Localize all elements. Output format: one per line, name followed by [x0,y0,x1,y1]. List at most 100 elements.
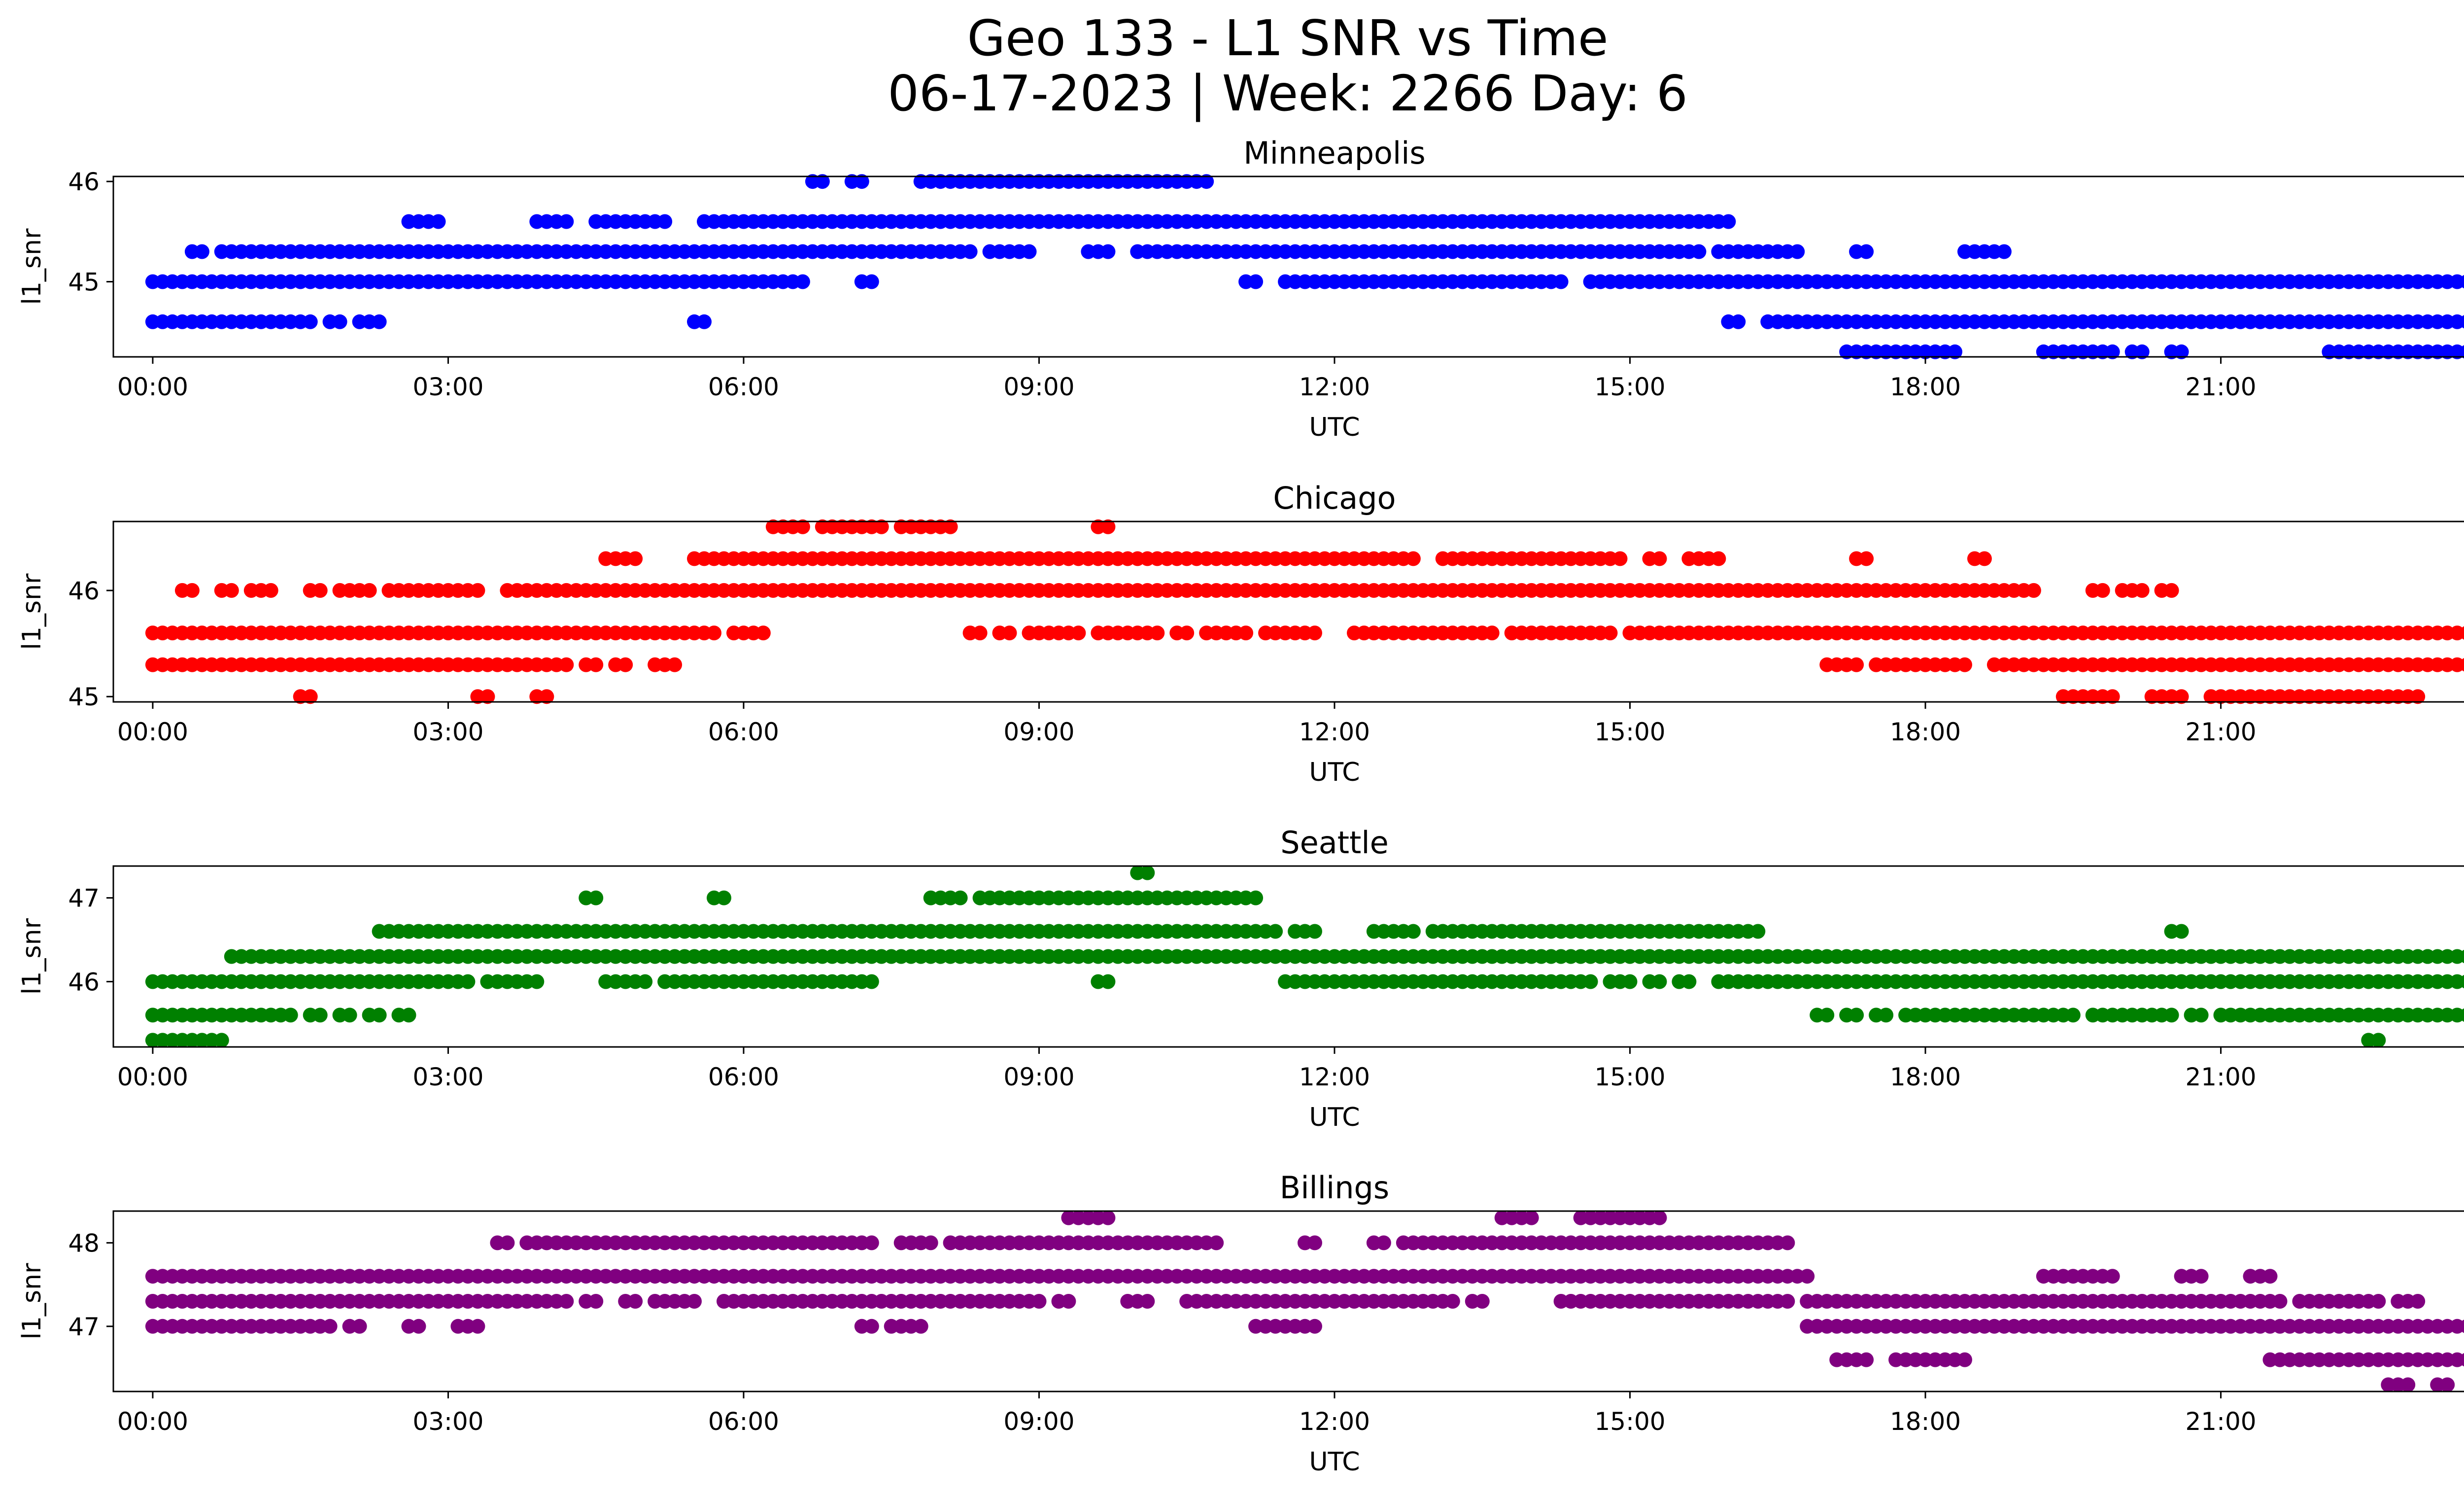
subplot-billings: 00:00 03:00 06:00 09:00 12:00 15:00 18:00 21:00… [17,1170,2464,1477]
data-point [1849,657,1864,672]
x-tick-label: 15:00 [1594,718,1665,746]
y-tick-label: 47 [68,1313,100,1341]
y-axis-label: l1_snr [17,1263,47,1340]
data-point [2410,1294,2426,1309]
data-points [145,865,2464,1048]
data-point [2105,689,2120,704]
data-point [657,214,673,229]
data-point [864,974,879,989]
data-point [322,1319,338,1334]
data-point [2450,1319,2464,1334]
axes-frame [112,521,2464,703]
data-point [2450,314,2464,329]
data-point [2460,345,2464,359]
data-point [342,1008,357,1023]
x-tick-label: 09:00 [1003,1407,1074,1436]
x-axis-label: UTC [1309,413,1360,442]
data-point [1612,551,1628,566]
data-point [214,1033,229,1048]
data-point [1622,974,1638,989]
data-point [1150,626,1165,641]
data-point [2193,1008,2209,1023]
data-point [697,314,712,329]
data-point [717,890,731,905]
data-point [1652,1210,1667,1225]
y-tick-label: 45 [68,268,100,297]
data-point [184,583,200,598]
axes-frame [112,175,2464,358]
subplot-title: Seattle [1280,825,1388,861]
data-point [864,1235,879,1251]
data-point [1100,974,1116,989]
data-point [707,626,721,641]
data-point [2450,949,2464,964]
data-points [145,519,2464,704]
data-point [2193,1269,2209,1284]
data-point [1583,974,1598,989]
x-tick-label: 12:00 [1299,1063,1370,1091]
data-point [638,974,653,989]
data-point [2026,583,2041,598]
data-point [362,583,377,598]
x-tick-label: 21:00 [2186,1407,2257,1436]
data-point [628,1294,643,1309]
data-points [145,174,2464,359]
data-point [2460,315,2464,329]
data-point [1721,214,1736,229]
data-point [312,583,328,598]
data-point [1002,626,1017,641]
data-point [1307,924,1322,939]
y-tick-label: 45 [68,683,100,711]
data-point [1140,865,1155,880]
data-point [962,244,978,259]
data-point [1957,657,1972,672]
data-point [2460,275,2464,289]
data-point [2460,1320,2464,1333]
data-point [2174,689,2189,704]
data-point [687,1294,702,1309]
y-tick-label: 46 [68,577,100,605]
data-point [795,274,810,289]
x-tick-label: 12:00 [1299,1407,1370,1436]
data-point [1100,519,1116,534]
data-point [1248,274,1264,289]
data-point [1879,1008,1894,1023]
data-point [480,689,495,704]
x-tick-label: 09:00 [1003,1063,1074,1091]
data-point [923,1235,938,1251]
data-point [2134,344,2150,359]
data-point [1652,974,1667,989]
data-point [2164,583,2179,598]
data-point [1405,551,1421,566]
data-point [943,519,958,534]
data-point [588,890,604,905]
data-point [2460,626,2464,640]
data-point [411,1319,426,1334]
data-point [303,314,318,329]
data-point [1474,1294,1490,1309]
data-point [312,1008,328,1023]
data-point [194,244,209,259]
data-point [628,551,643,566]
x-tick-label: 06:00 [708,718,779,746]
data-point [2361,949,2376,964]
data-point [1790,244,1805,259]
x-tick-label: 15:00 [1594,1407,1665,1436]
y-axis-label: l1_snr [17,228,47,305]
data-point [1307,1319,1322,1334]
data-point [303,689,318,704]
y-tick-label: 46 [68,968,100,996]
data-point [2174,924,2189,939]
data-point [2450,344,2464,359]
data-point [401,1008,416,1023]
subplot-title: Minneapolis [1243,135,1426,171]
data-point [372,314,387,329]
x-tick-label: 03:00 [412,1407,483,1436]
data-point [1948,344,1962,359]
data-point [2095,583,2110,598]
data-point [1445,1294,1460,1309]
data-point [1248,890,1264,905]
data-point [1849,1008,1864,1023]
y-axis-label: l1_snr [17,573,47,650]
